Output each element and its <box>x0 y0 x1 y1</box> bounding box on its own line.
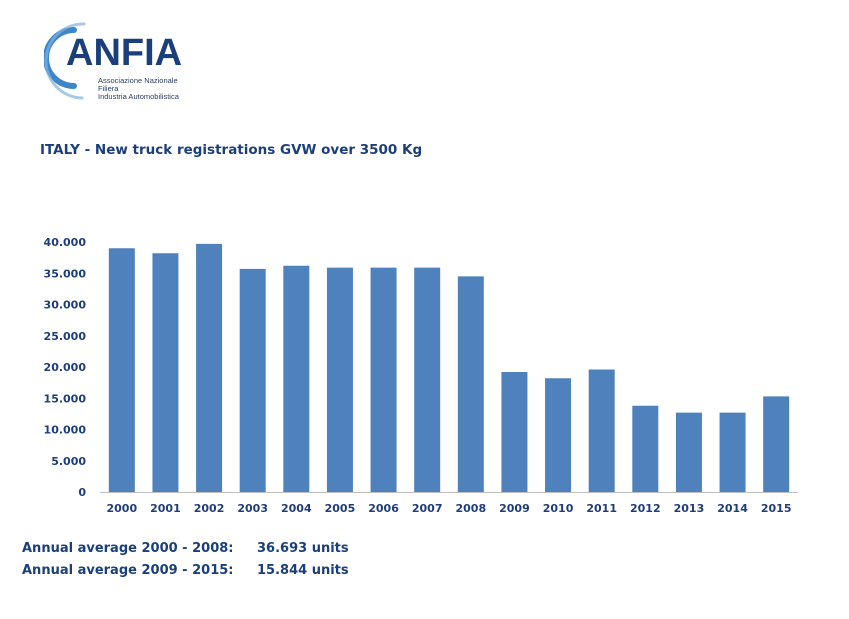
bar-2008 <box>457 276 484 492</box>
bar-2007 <box>414 267 441 492</box>
logo-subtitle-line-3: Industria Automobilistica <box>98 92 179 101</box>
logo-subtitle-line-1: Associazione Nazionale <box>98 76 178 85</box>
bar-2009 <box>501 372 528 492</box>
y-tick-label: 15.000 <box>44 392 87 405</box>
x-tick-label: 2006 <box>368 502 399 515</box>
bar-2006 <box>370 267 397 492</box>
y-tick-label: 0 <box>78 486 86 499</box>
x-tick-label: 2004 <box>281 502 312 515</box>
average-label: Annual average 2000 - 2008: <box>22 541 234 556</box>
logo-name: ANFIA <box>66 32 183 74</box>
x-tick-labels: 2000 2001 2002 2003 2004 2005 2006 2007 2008 2009… <box>107 502 792 515</box>
x-tick-label: 2007 <box>412 502 443 515</box>
y-tick-label: 5.000 <box>51 455 86 468</box>
y-tick-label: 35.000 <box>44 267 87 280</box>
average-row-2000-2008: Annual average 2000 - 2008: 36.693 units <box>22 541 349 556</box>
bar-2004 <box>283 265 310 492</box>
y-tick-label: 25.000 <box>44 330 87 343</box>
x-tick-label: 2003 <box>237 502 268 515</box>
y-tick-label: 20.000 <box>44 361 87 374</box>
bar-2012 <box>632 405 659 492</box>
x-tick-label: 2014 <box>717 502 748 515</box>
bar-2015 <box>763 396 790 492</box>
y-tick-label: 40.000 <box>44 236 87 249</box>
bar-2013 <box>675 412 702 492</box>
x-tick-label: 2001 <box>150 502 181 515</box>
bar-2005 <box>326 267 353 492</box>
bars-group <box>108 243 790 492</box>
bar-2010 <box>545 378 572 492</box>
x-tick-label: 2012 <box>630 502 661 515</box>
logo-arc-icon <box>44 22 86 100</box>
x-tick-label: 2002 <box>194 502 225 515</box>
average-label: Annual average 2009 - 2015: <box>22 563 234 578</box>
x-tick-label: 2015 <box>761 502 792 515</box>
x-tick-label: 2000 <box>107 502 138 515</box>
x-tick-label: 2011 <box>586 502 617 515</box>
bar-2014 <box>719 412 746 492</box>
bar-2011 <box>588 369 615 492</box>
bar-2000 <box>108 248 135 492</box>
bar-2002 <box>196 243 223 492</box>
bar-2001 <box>152 253 179 492</box>
x-tick-label: 2005 <box>325 502 356 515</box>
x-tick-label: 2013 <box>674 502 705 515</box>
y-tick-label: 30.000 <box>44 299 87 312</box>
chart-title: ITALY - New truck registrations GVW over… <box>40 142 423 158</box>
x-tick-label: 2010 <box>543 502 574 515</box>
x-tick-label: 2009 <box>499 502 530 515</box>
y-tick-labels: 0 5.000 10.000 15.000 20.000 25.000 30.000 35.0… <box>44 236 87 499</box>
average-value: 36.693 units <box>257 541 349 556</box>
average-row-2009-2015: Annual average 2009 - 2015: 15.844 units <box>22 563 349 578</box>
x-tick-label: 2008 <box>456 502 487 515</box>
logo-subtitle-line-2: Filiera <box>98 84 119 93</box>
bar-2003 <box>239 268 266 492</box>
anfia-logo: ANFIA Associazione Nazionale Filiera Ind… <box>44 20 194 104</box>
y-tick-label: 10.000 <box>44 424 87 437</box>
average-value: 15.844 units <box>257 563 349 578</box>
